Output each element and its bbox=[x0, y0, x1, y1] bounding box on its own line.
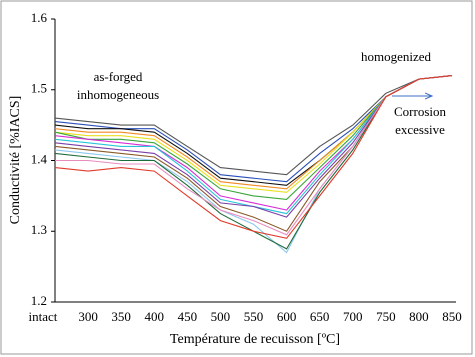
x-tick-label: 300 bbox=[78, 309, 98, 324]
x-tick-label: 650 bbox=[310, 309, 330, 324]
x-tick-label: 750 bbox=[376, 309, 396, 324]
series-line bbox=[54, 75, 453, 239]
y-tick-label: 1.3 bbox=[31, 222, 47, 237]
x-tick-label: intact bbox=[29, 309, 58, 324]
x-tick-label: 800 bbox=[409, 309, 429, 324]
x-tick-label: 550 bbox=[244, 309, 264, 324]
x-tick-label: 600 bbox=[277, 309, 297, 324]
x-axis-label: Température de recuisson [ºC] bbox=[170, 332, 340, 347]
x-tick-label: 500 bbox=[211, 309, 231, 324]
series-line bbox=[54, 75, 453, 176]
annotation: excessive bbox=[395, 122, 445, 137]
y-tick-label: 1.4 bbox=[31, 151, 48, 166]
x-tick-label: 850 bbox=[442, 309, 462, 324]
x-tick-label: 450 bbox=[178, 309, 198, 324]
annotation: inhomogeneous bbox=[77, 87, 159, 102]
y-tick-label: 1.6 bbox=[31, 10, 48, 25]
y-tick-label: 1.2 bbox=[31, 293, 47, 308]
annotation: Corrosion bbox=[394, 104, 447, 119]
annotation: homogenized bbox=[361, 49, 432, 64]
x-tick-label: 700 bbox=[343, 309, 363, 324]
y-tick-label: 1.5 bbox=[31, 81, 47, 96]
y-axis-label: Conductivité [%IACS] bbox=[8, 96, 23, 225]
x-tick-label: 400 bbox=[145, 309, 165, 324]
x-tick-label: 350 bbox=[111, 309, 131, 324]
annotation: as-forged bbox=[94, 69, 143, 84]
